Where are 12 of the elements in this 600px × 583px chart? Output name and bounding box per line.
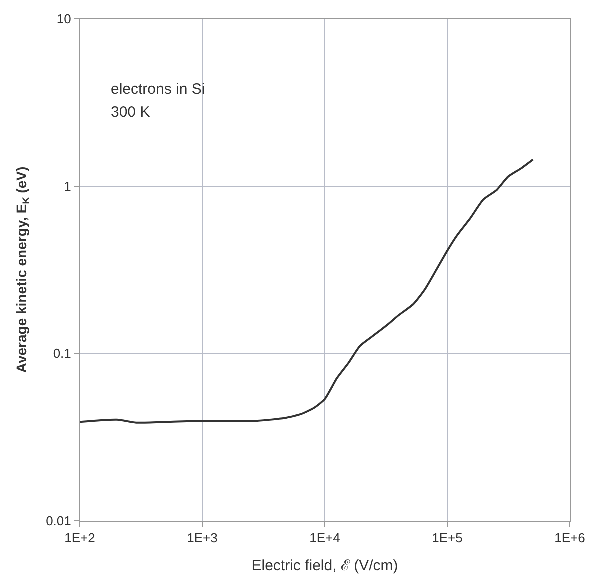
x-axis-title: Electric field, ℰ (V/cm) [252, 558, 398, 575]
y-tick-label: 1 [64, 178, 72, 194]
y-tick-label: 10 [56, 12, 72, 27]
annotation: 300 K [111, 104, 150, 121]
y-tick-label: 0.01 [46, 514, 72, 529]
x-tick-label: 1E+6 [554, 530, 586, 546]
x-tick-label: 1E+5 [432, 530, 463, 546]
x-tick-label: 1E+3 [187, 530, 218, 546]
annotation: electrons in Si [111, 81, 206, 98]
y-tick-label: 0.1 [53, 346, 72, 362]
x-tick-label: 1E+4 [310, 530, 340, 546]
x-tick-label: 1E+2 [64, 530, 96, 546]
